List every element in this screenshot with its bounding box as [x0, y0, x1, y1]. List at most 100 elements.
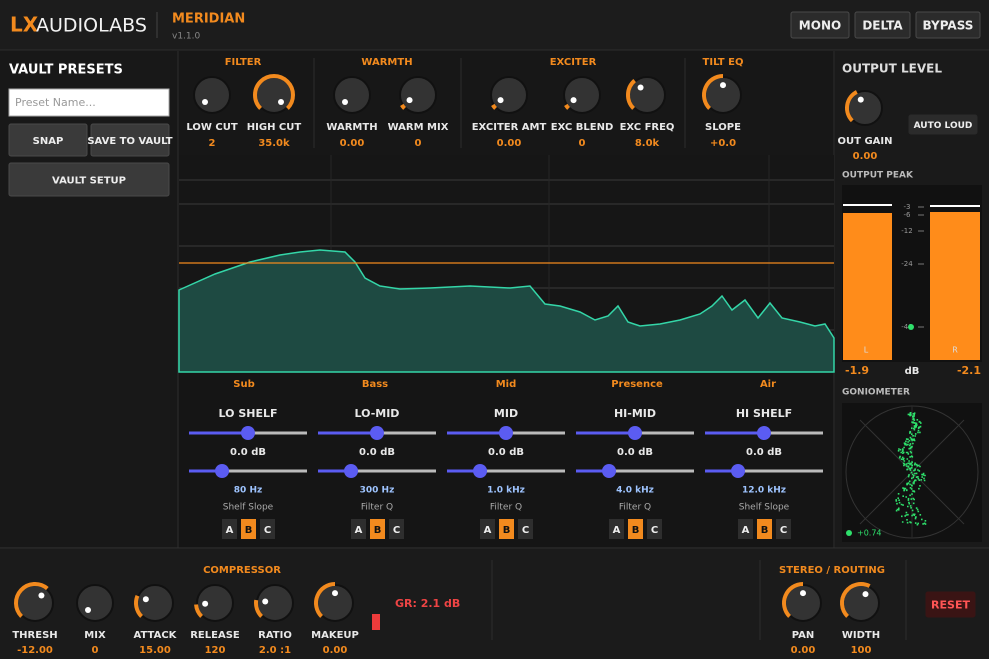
eq-param: Filter Q: [490, 503, 522, 513]
option-button[interactable]: [480, 519, 495, 539]
knob-arc: [491, 103, 498, 110]
option-button[interactable]: [260, 519, 275, 539]
knob[interactable]: [333, 76, 371, 114]
peak-dot: [908, 324, 914, 330]
knob-value: 0: [92, 645, 99, 656]
knob-value: 0: [579, 138, 586, 149]
snap-button[interactable]: [8, 123, 88, 157]
knob[interactable]: [399, 76, 437, 114]
output-title: OUTPUT LEVEL: [842, 62, 942, 76]
reset-button-label: RESET: [931, 599, 970, 612]
slider-thumb[interactable]: [757, 426, 771, 440]
option-button[interactable]: [222, 519, 237, 539]
scale-label: -12: [901, 227, 912, 235]
knob-indicator: [278, 99, 285, 106]
eq-freq: 300 Hz: [360, 486, 395, 496]
slider-thumb[interactable]: [602, 464, 617, 478]
knob-value: 2: [209, 138, 216, 149]
brand-name: AUDIOLABS: [36, 15, 147, 37]
knob[interactable]: [490, 76, 528, 114]
eq-param: Filter Q: [619, 503, 651, 513]
vault-setup-button[interactable]: [8, 162, 170, 197]
knob-arc: [840, 582, 871, 618]
option-label: B: [761, 525, 769, 536]
eq-param: Shelf Slope: [223, 503, 274, 513]
option-button[interactable]: [499, 519, 514, 539]
vault-setup-button-label: VAULT SETUP: [52, 176, 126, 187]
knob[interactable]: [196, 584, 234, 622]
knob[interactable]: [563, 76, 601, 114]
option-button[interactable]: [370, 519, 385, 539]
header-button[interactable]: [854, 11, 911, 39]
spectrum-display: [178, 155, 835, 373]
knob-label: ATTACK: [134, 630, 178, 641]
slider-thumb[interactable]: [628, 426, 642, 440]
knob-indicator: [142, 596, 149, 603]
gonio-title: GONIOMETER: [842, 388, 910, 398]
knob-arc: [14, 582, 49, 618]
header-button[interactable]: [915, 11, 981, 39]
knob[interactable]: [193, 76, 231, 114]
option-label: A: [226, 525, 234, 536]
unit: dB: [905, 366, 920, 377]
slider-thumb[interactable]: [473, 464, 488, 478]
knob-arc: [564, 103, 571, 110]
slider-thumb[interactable]: [499, 426, 513, 440]
auto-loud-button[interactable]: [908, 114, 978, 135]
reset-button[interactable]: [925, 591, 976, 618]
option-button[interactable]: [757, 519, 772, 539]
slider-thumb[interactable]: [370, 426, 384, 440]
knob-indicator: [720, 82, 726, 89]
peak-title: OUTPUT PEAK: [842, 171, 914, 181]
knob-label: EXCITER AMT: [472, 122, 547, 133]
option-button[interactable]: [351, 519, 366, 539]
header-button-label: MONO: [799, 19, 841, 33]
knob-label: RATIO: [258, 630, 292, 641]
knob-label: THRESH: [12, 630, 57, 641]
option-button[interactable]: [241, 519, 256, 539]
correlation-value: +0.74: [857, 529, 882, 538]
knob-arc: [400, 103, 407, 110]
knob-label: MIX: [84, 630, 106, 641]
eq-name: HI SHELF: [736, 407, 792, 420]
meter-left-label: L: [864, 346, 869, 355]
slider-thumb[interactable]: [215, 464, 230, 478]
header-button[interactable]: [790, 11, 850, 39]
option-button[interactable]: [776, 519, 791, 539]
knob-arc: [134, 594, 144, 618]
knob-value: 100: [851, 645, 872, 656]
option-label: B: [245, 525, 253, 536]
scale-label: -6: [904, 211, 912, 219]
eq-gain: 0.0 dB: [359, 447, 395, 458]
eq-gain: 0.0 dB: [617, 447, 653, 458]
slider-thumb[interactable]: [731, 464, 746, 478]
knob[interactable]: [76, 584, 114, 622]
option-label: B: [503, 525, 511, 536]
save-button[interactable]: [90, 123, 170, 157]
slider-thumb[interactable]: [344, 464, 359, 478]
option-button[interactable]: [647, 519, 662, 539]
option-label: B: [632, 525, 640, 536]
eq-gain: 0.0 dB: [488, 447, 524, 458]
eq-name: HI-MID: [614, 407, 656, 420]
eq-param: Filter Q: [361, 503, 393, 513]
preset-name-input[interactable]: [8, 88, 170, 117]
knob-indicator: [332, 590, 338, 597]
knob-indicator: [406, 97, 413, 104]
eq-freq: 4.0 kHz: [616, 486, 654, 496]
knob-value: 0.00: [853, 151, 878, 162]
knob-label: EXC FREQ: [620, 122, 675, 133]
section-title: TILT EQ: [703, 57, 744, 68]
presets-title: VAULT PRESETS: [9, 63, 123, 78]
option-button[interactable]: [389, 519, 404, 539]
knob-indicator: [201, 99, 208, 106]
option-button[interactable]: [518, 519, 533, 539]
knob-label: EXC BLEND: [551, 122, 614, 133]
option-button[interactable]: [609, 519, 624, 539]
option-button[interactable]: [628, 519, 643, 539]
slider-thumb[interactable]: [241, 426, 255, 440]
snap-button-label: SNAP: [33, 136, 64, 147]
option-button[interactable]: [738, 519, 753, 539]
knob-value: 0.00: [340, 138, 365, 149]
